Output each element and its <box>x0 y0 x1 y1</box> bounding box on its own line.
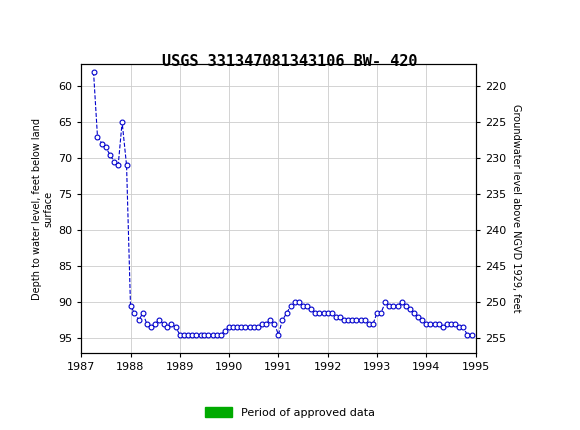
Legend: Period of approved data: Period of approved data <box>200 403 380 422</box>
Y-axis label: Groundwater level above NGVD 1929, feet: Groundwater level above NGVD 1929, feet <box>512 104 521 313</box>
Text: ▒USGS: ▒USGS <box>9 14 78 31</box>
Y-axis label: Depth to water level, feet below land
surface: Depth to water level, feet below land su… <box>32 117 54 300</box>
Text: USGS 331347081343106 BW- 420: USGS 331347081343106 BW- 420 <box>162 54 418 69</box>
